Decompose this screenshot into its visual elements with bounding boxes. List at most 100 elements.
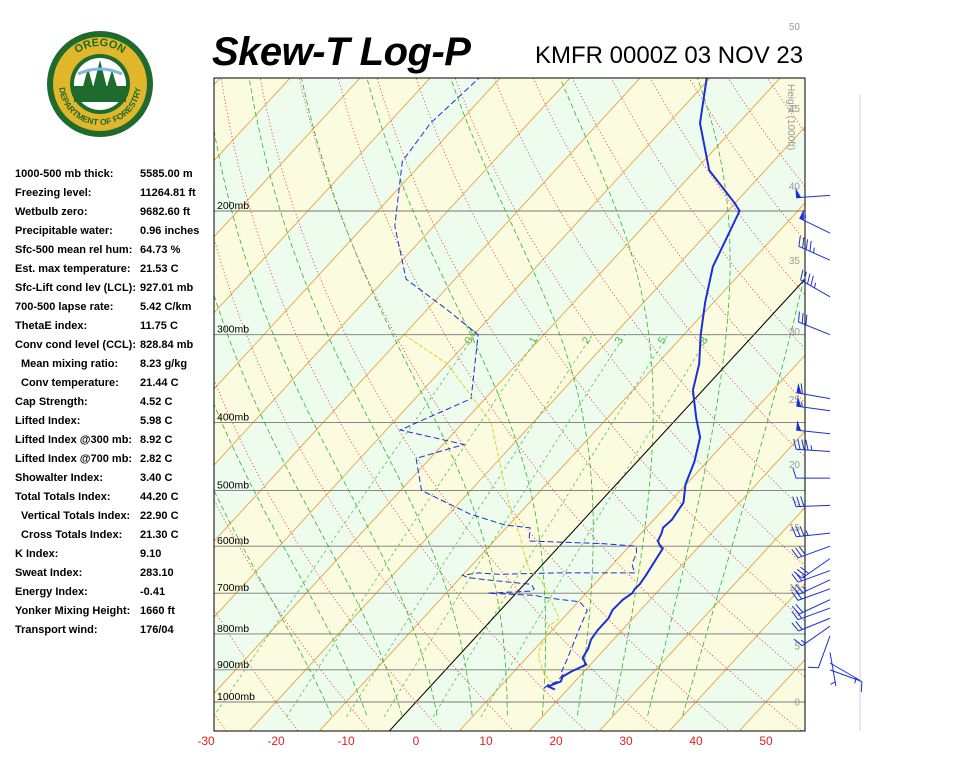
index-value: 0.96 inches xyxy=(140,225,200,237)
wind-barb-flag xyxy=(795,604,804,613)
index-value: 283.10 xyxy=(140,567,174,579)
dry-adiabat xyxy=(493,78,805,512)
wind-barb xyxy=(791,570,831,583)
isotherm-line xyxy=(214,78,641,542)
index-label: 1000-500 mb thick: xyxy=(15,168,114,180)
height-tick-label: 5 xyxy=(794,641,800,652)
wind-barb-flag xyxy=(791,591,799,601)
wind-barb-flag xyxy=(800,383,803,394)
temperature-tick-label: -30 xyxy=(197,734,215,748)
svg-text:OREGON: OREGON xyxy=(72,37,127,56)
index-value: 9.10 xyxy=(140,548,162,560)
mixing-ratio-label: 5 xyxy=(656,335,669,346)
wind-barb xyxy=(793,625,831,647)
wind-barb-half-flag xyxy=(800,639,806,644)
wind-barb-flag xyxy=(795,609,803,619)
height-tick-label: 20 xyxy=(789,460,801,471)
wind-barb-flag xyxy=(796,496,801,507)
dewpoint-profile xyxy=(394,78,637,689)
index-value: 927.01 mb xyxy=(140,282,194,294)
index-label: ThetaE index: xyxy=(15,320,88,332)
isotherm-line xyxy=(214,78,781,694)
temperature-tick-label: 0 xyxy=(413,734,420,748)
wind-barb-flag xyxy=(795,547,803,557)
wind-barb xyxy=(791,588,831,601)
wind-barb-flag xyxy=(798,235,801,247)
index-label: Sweat Index: xyxy=(15,567,83,579)
isotherm-line xyxy=(248,126,805,731)
pressure-label: 600mb xyxy=(217,535,249,547)
moist-adiabat xyxy=(366,78,547,716)
wind-barb-flag xyxy=(795,584,804,593)
isotherm-line xyxy=(668,582,805,731)
mixing-ratio-line xyxy=(480,334,710,718)
wind-barb xyxy=(796,420,831,435)
index-value: 11264.81 ft xyxy=(140,187,196,199)
wind-barb-flag xyxy=(798,546,806,556)
wind-barb-flag xyxy=(795,590,803,600)
wind-barb-flag xyxy=(800,269,804,281)
wind-barb-flag xyxy=(792,467,797,479)
wind-barb-flag xyxy=(791,622,799,632)
oregon-department-of-forestry-logo: OREGON DEPARTMENT OF FORESTRY xyxy=(46,30,154,138)
mixing-ratio-label: 2 xyxy=(580,335,593,346)
wind-barb-staff xyxy=(797,588,831,601)
dry-adiabat xyxy=(796,62,960,737)
wind-barb-flag xyxy=(800,566,810,574)
index-label: 700-500 lapse rate: xyxy=(15,301,114,313)
wind-barb-staff xyxy=(801,558,831,579)
wind-barb-flag xyxy=(807,666,819,669)
isotherm-line xyxy=(214,78,361,238)
moist-adiabat xyxy=(301,78,508,716)
mixing-ratio-label: 3 xyxy=(613,335,626,346)
wind-barb-staff xyxy=(798,617,831,632)
dry-adiabat xyxy=(259,78,659,731)
mixing-ratio-line xyxy=(214,334,476,717)
height-tick-label: 30 xyxy=(789,327,801,338)
wind-barb-flag xyxy=(796,568,806,577)
wind-barb-flag xyxy=(801,313,804,324)
plot-frame xyxy=(213,77,806,732)
height-tick-label: 35 xyxy=(789,256,801,267)
sounding-profiles xyxy=(394,78,741,691)
index-value: 44.20 C xyxy=(140,491,179,503)
temperature-tick-label: 20 xyxy=(549,734,563,748)
index-label: Lifted Index @300 mb: xyxy=(15,434,133,446)
temperature-tick-label: 10 xyxy=(479,734,493,748)
index-label: Conv cond level (CCL): xyxy=(15,339,137,351)
wind-barb-flag xyxy=(799,526,805,537)
wind-barb-flag xyxy=(793,571,803,579)
index-value: 2.82 C xyxy=(140,453,173,465)
index-label: K Index: xyxy=(15,548,59,560)
dry-adiabat xyxy=(834,62,960,737)
isobars: 200mb 300mb 400mb 500mb 600mb 700mb 800mb 900mb… xyxy=(214,200,805,703)
wind-barb-flag xyxy=(805,314,808,326)
wind-barb-pennant xyxy=(796,420,802,431)
isotherm-line xyxy=(214,78,711,618)
wind-barbs xyxy=(791,187,863,692)
station-time-label: KMFR 0000Z 03 NOV 23 xyxy=(535,42,804,69)
temperature-tick-label: 40 xyxy=(689,734,703,748)
index-label: Showalter Index: xyxy=(15,472,104,484)
wind-barb xyxy=(829,652,837,686)
index-value: 5.42 C/km xyxy=(140,301,192,313)
height-tick-label: 0 xyxy=(794,697,800,708)
wind-barb-half-flag xyxy=(801,401,803,407)
pressure-label: 300mb xyxy=(217,324,249,336)
dry-adiabat xyxy=(376,78,805,678)
wind-barb-flag xyxy=(800,496,805,507)
index-value: 21.44 C xyxy=(140,377,179,389)
logo-text-top: OREGON xyxy=(72,37,127,56)
isotherm-line xyxy=(214,78,431,314)
moist-adiabat xyxy=(214,489,333,716)
wind-barb-half-flag xyxy=(802,586,807,592)
isotherm-line xyxy=(528,430,805,731)
index-value: 4.52 C xyxy=(140,396,173,408)
wind-barb-staff xyxy=(798,321,831,336)
index-value: 176/04 xyxy=(140,624,174,636)
wind-barb-flag xyxy=(809,240,812,252)
index-value: 5585.00 m xyxy=(140,168,193,180)
dry-adiabat xyxy=(415,78,805,622)
index-value: 5.98 C xyxy=(140,415,173,427)
wind-barb-staff xyxy=(798,599,831,615)
